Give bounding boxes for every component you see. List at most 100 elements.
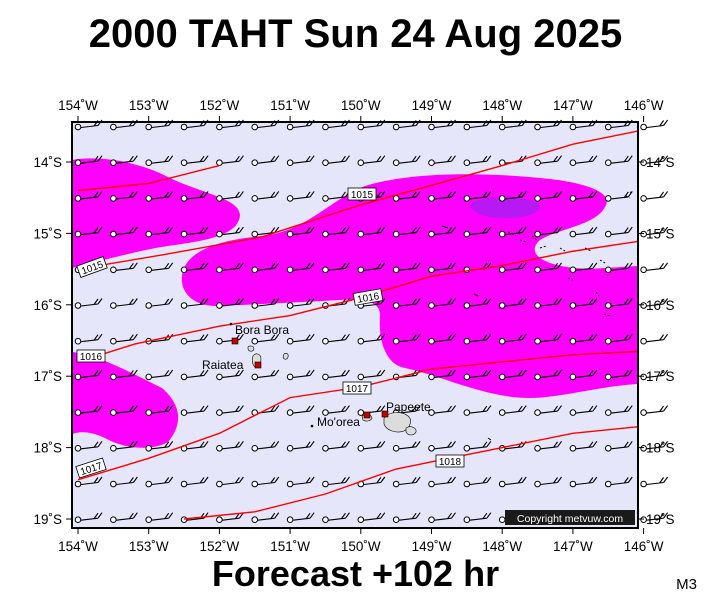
wind-barb bbox=[286, 440, 315, 452]
bora-bora-marker bbox=[231, 337, 239, 345]
wind-barb bbox=[640, 333, 669, 345]
wind-barb bbox=[322, 369, 350, 381]
lon-label-top: 152˚W bbox=[200, 98, 240, 113]
wind-barb bbox=[357, 512, 386, 524]
lon-label-bottom: 151˚W bbox=[270, 539, 310, 554]
tahiti-iti-island bbox=[405, 426, 417, 436]
wind-barb bbox=[428, 440, 456, 452]
copyright-text: Copyright metvuw.com bbox=[517, 513, 623, 525]
wind-barb bbox=[322, 476, 350, 488]
tuamotu-atoll-2 bbox=[567, 191, 634, 317]
wind-barb bbox=[180, 369, 209, 381]
wind-barb bbox=[180, 155, 209, 166]
wind-barb bbox=[286, 333, 315, 345]
wind-barb bbox=[180, 298, 209, 309]
wind-barb bbox=[286, 262, 315, 274]
lon-label-top: 147˚W bbox=[553, 98, 593, 113]
wind-barb bbox=[534, 226, 562, 238]
wind-barb bbox=[180, 191, 209, 202]
wind-barb bbox=[569, 262, 598, 274]
lat-label-right: 18˚S bbox=[646, 441, 675, 456]
wind-barb bbox=[463, 512, 492, 524]
wind-barb bbox=[534, 262, 562, 274]
wind-barb bbox=[357, 262, 386, 274]
wind-barb bbox=[180, 333, 209, 345]
wind-barb bbox=[463, 191, 492, 202]
wind-barb bbox=[216, 405, 244, 416]
wind-barb bbox=[286, 298, 315, 309]
raiatea-marker bbox=[254, 361, 262, 369]
wind-barb bbox=[322, 262, 350, 274]
moorea-marker bbox=[363, 411, 371, 419]
wind-barb bbox=[534, 155, 562, 166]
wind-barb bbox=[498, 333, 527, 345]
wind-barb bbox=[392, 476, 421, 488]
wind-barb bbox=[286, 369, 315, 381]
lat-label-left: 19˚S bbox=[33, 512, 62, 527]
wind-barb bbox=[428, 226, 456, 238]
wind-barb bbox=[640, 298, 669, 309]
lon-label-top: 146˚W bbox=[624, 98, 664, 113]
wind-barb bbox=[640, 512, 669, 524]
wind-barb bbox=[463, 476, 492, 488]
wind-barb bbox=[74, 405, 103, 416]
wind-barb bbox=[251, 333, 280, 345]
wind-barb bbox=[251, 155, 280, 166]
wind-barb bbox=[74, 226, 103, 238]
lat-label-left: 18˚S bbox=[33, 441, 62, 456]
wind-barb bbox=[640, 119, 669, 131]
wind-barb bbox=[74, 191, 103, 202]
wind-barb bbox=[216, 226, 244, 238]
wind-barb bbox=[145, 512, 174, 524]
lon-label-top: 153˚W bbox=[129, 98, 169, 113]
tuamotu-atoll-3 bbox=[441, 225, 492, 441]
lon-label-top: 150˚W bbox=[341, 98, 381, 113]
wind-barb bbox=[604, 226, 633, 238]
wind-barb bbox=[604, 476, 633, 488]
isobar-label: 1017 bbox=[75, 457, 107, 479]
papeete-marker bbox=[381, 410, 389, 418]
wind-barb bbox=[569, 405, 598, 416]
wind-barb bbox=[463, 369, 492, 381]
wind-barb bbox=[534, 476, 562, 488]
wind-barb bbox=[322, 155, 350, 166]
wind-barb bbox=[110, 476, 138, 488]
lon-label-bottom: 149˚W bbox=[412, 539, 452, 554]
map-code: M3 bbox=[676, 576, 697, 593]
wind-barb bbox=[604, 298, 633, 309]
wind-barb bbox=[322, 333, 350, 345]
rain-area-southwest bbox=[72, 352, 179, 448]
isobar-line bbox=[77, 164, 220, 192]
wind-barb bbox=[569, 369, 598, 381]
lon-label-bottom: 146˚W bbox=[624, 539, 664, 554]
wind-barb bbox=[251, 512, 280, 524]
wind-barb bbox=[145, 298, 174, 309]
wind-barb bbox=[498, 476, 527, 488]
lat-label-left: 16˚S bbox=[33, 298, 62, 313]
rain-area-northwest bbox=[72, 158, 240, 268]
lon-label-top: 149˚W bbox=[412, 98, 452, 113]
lon-label-bottom: 153˚W bbox=[129, 539, 169, 554]
wind-barb bbox=[498, 298, 527, 309]
lon-label-bottom: 148˚W bbox=[482, 539, 522, 554]
wind-barb bbox=[145, 155, 174, 166]
wind-barb bbox=[110, 369, 138, 381]
wind-barb bbox=[216, 440, 244, 452]
wind-barb bbox=[74, 298, 103, 309]
wind-barb bbox=[463, 298, 492, 309]
wind-barb bbox=[640, 440, 669, 452]
wind-barb bbox=[498, 405, 527, 416]
wind-barb bbox=[392, 262, 421, 274]
lon-label-bottom: 150˚W bbox=[341, 539, 381, 554]
wind-barb bbox=[251, 440, 280, 452]
wind-barb bbox=[428, 155, 456, 166]
lon-label-bottom: 147˚W bbox=[553, 539, 593, 554]
lat-label-right: 17˚S bbox=[646, 369, 675, 384]
axis-ticks bbox=[66, 116, 645, 534]
wind-barb bbox=[145, 191, 174, 202]
wind-barb bbox=[322, 226, 350, 238]
wind-barb bbox=[534, 369, 562, 381]
wind-barb bbox=[392, 298, 421, 309]
place-label-bora-bora: Bora Bora bbox=[235, 323, 289, 337]
wind-barb bbox=[569, 226, 598, 238]
